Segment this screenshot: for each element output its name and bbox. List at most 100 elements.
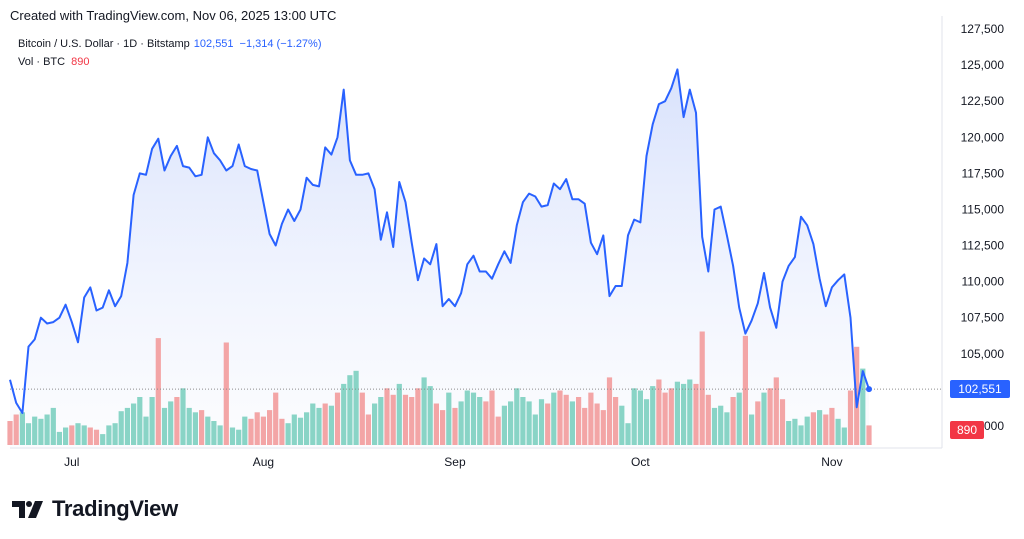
y-tick-label: 120,000 xyxy=(961,130,1005,144)
volume-bar xyxy=(514,388,520,445)
volume-bar xyxy=(32,416,38,445)
volume-bar xyxy=(341,383,347,445)
volume-bar xyxy=(38,418,44,445)
y-tick-label: 122,500 xyxy=(961,94,1005,108)
volume-bar xyxy=(606,377,613,445)
volume-bar xyxy=(483,401,489,445)
volume-bar xyxy=(662,392,668,445)
volume-bar xyxy=(7,421,13,445)
volume-bar xyxy=(192,412,198,445)
volume-bar xyxy=(520,397,526,445)
volume-value: 890 xyxy=(71,56,90,68)
volume-bar xyxy=(322,403,328,445)
volume-bar xyxy=(50,407,56,445)
volume-bar xyxy=(631,388,637,445)
volume-bar xyxy=(75,423,81,445)
volume-bar xyxy=(674,381,680,445)
volume-bar xyxy=(143,416,149,445)
volume-bar xyxy=(427,386,433,445)
volume-bar xyxy=(693,383,699,445)
y-tick-label: 110,000 xyxy=(962,275,1005,289)
volume-bar xyxy=(736,392,742,445)
volume-bar xyxy=(93,429,100,445)
volume-bar xyxy=(786,421,792,445)
volume-bar xyxy=(440,410,446,445)
volume-bar xyxy=(25,423,32,445)
volume-bar xyxy=(372,403,378,445)
volume-bar xyxy=(545,403,551,445)
volume-bar xyxy=(131,403,137,445)
volume-badge: 890 xyxy=(950,421,984,439)
y-tick-label: 127,500 xyxy=(961,22,1005,36)
volume-bar xyxy=(180,388,186,445)
price-badge: 102,551 xyxy=(950,380,1010,398)
volume-bar xyxy=(860,368,866,445)
volume-bar xyxy=(223,342,229,445)
volume-bar xyxy=(13,414,19,445)
volume-bar xyxy=(779,399,786,445)
volume-bar xyxy=(829,407,835,445)
volume-bar xyxy=(600,410,606,445)
x-tick-label: Sep xyxy=(444,455,466,469)
volume-bar xyxy=(186,407,192,445)
volume-bar xyxy=(458,401,464,445)
volume-bar xyxy=(44,414,50,445)
volume-bar xyxy=(402,394,409,445)
y-tick-label: 105,000 xyxy=(961,347,1005,361)
volume-bar xyxy=(69,425,75,445)
volume-bar xyxy=(365,414,371,445)
volume-bar xyxy=(273,392,279,445)
volume-bar xyxy=(106,425,112,445)
volume-bar xyxy=(353,370,359,445)
volume-bar xyxy=(118,411,124,445)
volume-bar xyxy=(681,383,687,445)
price-area xyxy=(10,69,869,449)
y-tick-label: 117,500 xyxy=(962,166,1005,180)
volume-bar xyxy=(594,403,600,445)
volume-bar xyxy=(248,418,254,445)
price-change: −1,314 (−1.27%) xyxy=(239,38,322,50)
volume-bar xyxy=(415,388,421,445)
volume-bars xyxy=(7,331,872,445)
volume-bar xyxy=(687,379,693,445)
volume-bar xyxy=(619,405,625,445)
volume-bar xyxy=(650,386,656,445)
volume-bar xyxy=(390,394,396,445)
volume-bar xyxy=(866,425,872,445)
last-price-dot xyxy=(866,386,873,393)
price-chart[interactable]: 127,500 125,000 122,500 120,000 117,500 115,0… xyxy=(0,0,1024,480)
volume-bar xyxy=(304,412,310,445)
volume-bar xyxy=(835,418,841,445)
tradingview-logo[interactable]: TradingView xyxy=(12,496,178,522)
volume-bar xyxy=(328,405,334,445)
volume-bar xyxy=(761,392,767,445)
volume-bar xyxy=(409,397,415,445)
volume-bar xyxy=(378,397,384,445)
volume-bar xyxy=(847,390,854,445)
volume-bar xyxy=(211,421,217,445)
volume-bar xyxy=(81,425,87,445)
volume-bar xyxy=(637,390,643,445)
volume-bar xyxy=(100,434,106,445)
volume-bar xyxy=(699,331,705,445)
volume-bar xyxy=(236,429,242,445)
volume-bar xyxy=(767,388,773,445)
x-tick-label: Jul xyxy=(64,455,79,469)
volume-bar xyxy=(569,401,575,445)
volume-bar xyxy=(124,407,130,445)
volume-bar xyxy=(217,425,223,445)
volume-bar xyxy=(755,401,761,445)
chart-legend-volume: Vol · BTC 890 xyxy=(18,56,89,68)
volume-bar xyxy=(711,407,718,445)
volume-bar xyxy=(285,423,291,445)
volume-bar xyxy=(470,392,477,445)
volume-bar xyxy=(724,412,730,445)
volume-bar xyxy=(668,388,674,445)
volume-bar xyxy=(87,427,93,445)
created-with-caption: Created with TradingView.com, Nov 06, 20… xyxy=(10,8,337,23)
volume-bar xyxy=(718,405,724,445)
volume-bar xyxy=(538,399,545,445)
tradingview-logo-icon xyxy=(12,501,43,518)
chart-legend-symbol: Bitcoin / U.S. Dollar · 1D · Bitstamp 102… xyxy=(18,38,322,50)
volume-bar xyxy=(792,418,798,445)
